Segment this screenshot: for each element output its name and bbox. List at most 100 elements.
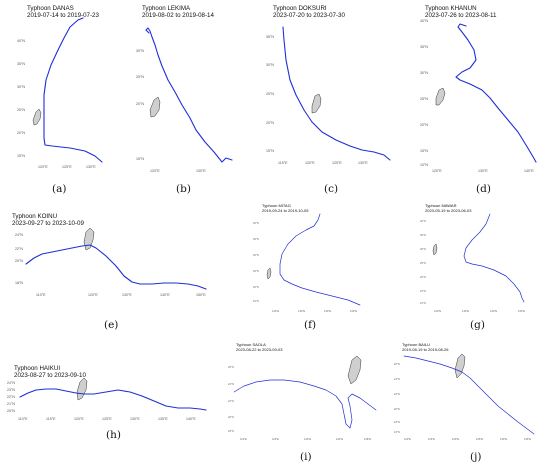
panel-g-caption: (g) [470, 319, 485, 331]
panel-j: Typhoon BAILU 2019-08-19 to 2019-08-26 2… [394, 342, 535, 463]
panel-g-ytick: 10°N [420, 301, 426, 305]
panel-h-xtick: 140°E [186, 417, 196, 421]
panel-e: Typhoon KOINU 2023-09-27 to 2023-10-09 2… [12, 213, 207, 331]
panel-a-ytick: 40°N [17, 39, 25, 43]
panel-d-xtick: 120°E [432, 169, 442, 173]
panel-g-title: Typhoon MAWAR [425, 203, 457, 208]
panel-b-dates: 2019-08-02 to 2019-08-14 [142, 12, 214, 19]
panel-i-ytick: 20°N [228, 415, 234, 419]
taiwan-island [76, 377, 88, 401]
panel-a-ytick: 20°N [17, 131, 25, 135]
panel-h-xtick: 130°E [130, 417, 140, 421]
panel-e-xtick: 120°E [88, 293, 98, 297]
panel-i-caption: (i) [300, 451, 312, 463]
panel-h-xtick: 110°E [18, 417, 28, 421]
panel-h-ytick: 23°N [7, 388, 15, 392]
panel-a-title: Typhoon DANAS [27, 5, 74, 12]
panel-b-caption: (b) [176, 183, 191, 195]
panel-g-xtick: 150°E [518, 309, 525, 313]
panel-b-xtick: 120°E [150, 169, 160, 173]
panel-e-dates: 2023-09-27 to 2023-10-09 [12, 220, 84, 227]
panel-d-caption: (d) [476, 183, 491, 195]
panel-d-xtick: 140°E [524, 169, 534, 173]
panel-j-xtick: 135°E [524, 437, 531, 441]
panel-f-ytick: 30°N [253, 253, 259, 257]
panel-f-ytick: 35°N [253, 237, 259, 241]
panel-f-xtick: 140°E [324, 309, 331, 313]
typhoon-track [145, 27, 233, 163]
panel-j-xtick: 120°E [452, 437, 459, 441]
panel-d-ytick: 35°N [420, 45, 428, 49]
panel-c-xtick: 115°E [278, 161, 288, 165]
panel-a-ytick: 35°N [17, 62, 25, 66]
panel-g-ytick: 40°N [420, 219, 426, 223]
panel-f-ytick: 25°N [253, 269, 259, 273]
panel-i-xtick: 124°E [336, 437, 343, 441]
taiwan-island [435, 87, 446, 106]
panel-j-xtick: 110°E [404, 437, 411, 441]
panel-g-ytick: 35°N [420, 233, 426, 237]
panel-j-ytick: 24°N [394, 377, 400, 381]
typhoon-track [19, 388, 207, 411]
panel-d-ytick: 20°N [420, 123, 428, 127]
panel-e-ytick: 24°N [15, 233, 23, 237]
typhoon-track [279, 213, 361, 306]
panel-i-xtick: 112°E [240, 437, 247, 441]
panel-c-ytick: 35°N [266, 35, 274, 39]
panel-f-ytick: 15°N [253, 299, 259, 303]
panel-f-title: Typhoon MITAG [262, 203, 291, 208]
panel-c-caption: (c) [324, 183, 338, 195]
typhoon-track [455, 23, 537, 163]
panel-a-xtick: 130°E [86, 165, 96, 169]
panel-f-xtick: 120°E [272, 309, 279, 313]
panel-e-xtick: 130°E [122, 293, 132, 297]
taiwan-island [432, 243, 438, 256]
typhoon-track [463, 213, 525, 303]
panel-h: Typhoon HAIKUI 2023-08-27 to 2023-09-10 … [7, 365, 207, 441]
panel-j-title: Typhoon BAILU [402, 342, 430, 347]
panel-h-ytick: 22°N [7, 395, 15, 399]
panel-g-ytick: 30°N [420, 247, 426, 251]
panel-e-xtick: 140°E [160, 293, 170, 297]
panel-d-ytick: 40°N [420, 19, 428, 23]
panel-h-xtick: 135°E [158, 417, 168, 421]
panel-d-title: Typhoon KHANUN [425, 5, 477, 12]
panel-g-xtick: 130°E [462, 309, 469, 313]
panel-d-ytick: 25°N [420, 97, 428, 101]
panel-j-ytick: 16°N [394, 430, 400, 434]
taiwan-island [311, 93, 322, 114]
panel-c-dates: 2023-07-20 to 2023-07-30 [273, 12, 345, 19]
panel-i-xtick: 120°E [304, 437, 311, 441]
panel-g-ytick: 20°N [420, 275, 426, 279]
panel-f-ytick: 20°N [253, 285, 259, 289]
panel-j-xtick: 125°E [476, 437, 483, 441]
panel-j-xtick: 130°E [500, 437, 507, 441]
panel-j-ytick: 26°N [394, 362, 400, 366]
panel-g: Typhoon MAWAR 2023-05-19 to 2023-06-03 4… [420, 203, 525, 331]
panel-h-ytick: 21°N [7, 402, 15, 406]
typhoon-track [282, 26, 391, 161]
panel-h-ytick: 20°N [7, 409, 15, 413]
panel-c-ytick: 25°N [266, 92, 274, 96]
panel-i-ytick: 24°N [228, 382, 234, 386]
panel-f-ytick: 40°N [253, 221, 259, 225]
panel-e-caption: (e) [104, 319, 118, 331]
panel-g-ytick: 15°N [420, 289, 426, 293]
panel-h-title: Typhoon HAIKUI [14, 365, 60, 372]
panel-h-xtick: 125°E [102, 417, 112, 421]
panel-h-caption: (h) [106, 429, 121, 441]
panel-i: Typhoon SAOLA 2023-08-22 to 2023-09-03 2… [228, 342, 377, 463]
panel-d-ytick: 15°N [420, 149, 428, 153]
panel-a-ytick: 25°N [17, 108, 25, 112]
panel-a-caption: (a) [52, 183, 66, 195]
panel-c: Typhoon DOKSURI 2023-07-20 to 2023-07-30… [266, 5, 391, 195]
panel-c-xtick: 120°E [305, 161, 315, 165]
panel-h-xtick: 115°E [46, 417, 56, 421]
panel-d-xtick: 130°E [478, 169, 488, 173]
panel-b-ytick: 20°N [136, 102, 144, 106]
panel-e-ytick: 20°N [15, 259, 23, 263]
panel-h-dates: 2023-08-27 to 2023-09-10 [14, 372, 86, 379]
panel-f-caption: (f) [304, 319, 316, 331]
panel-c-xtick: 130°E [358, 161, 368, 165]
